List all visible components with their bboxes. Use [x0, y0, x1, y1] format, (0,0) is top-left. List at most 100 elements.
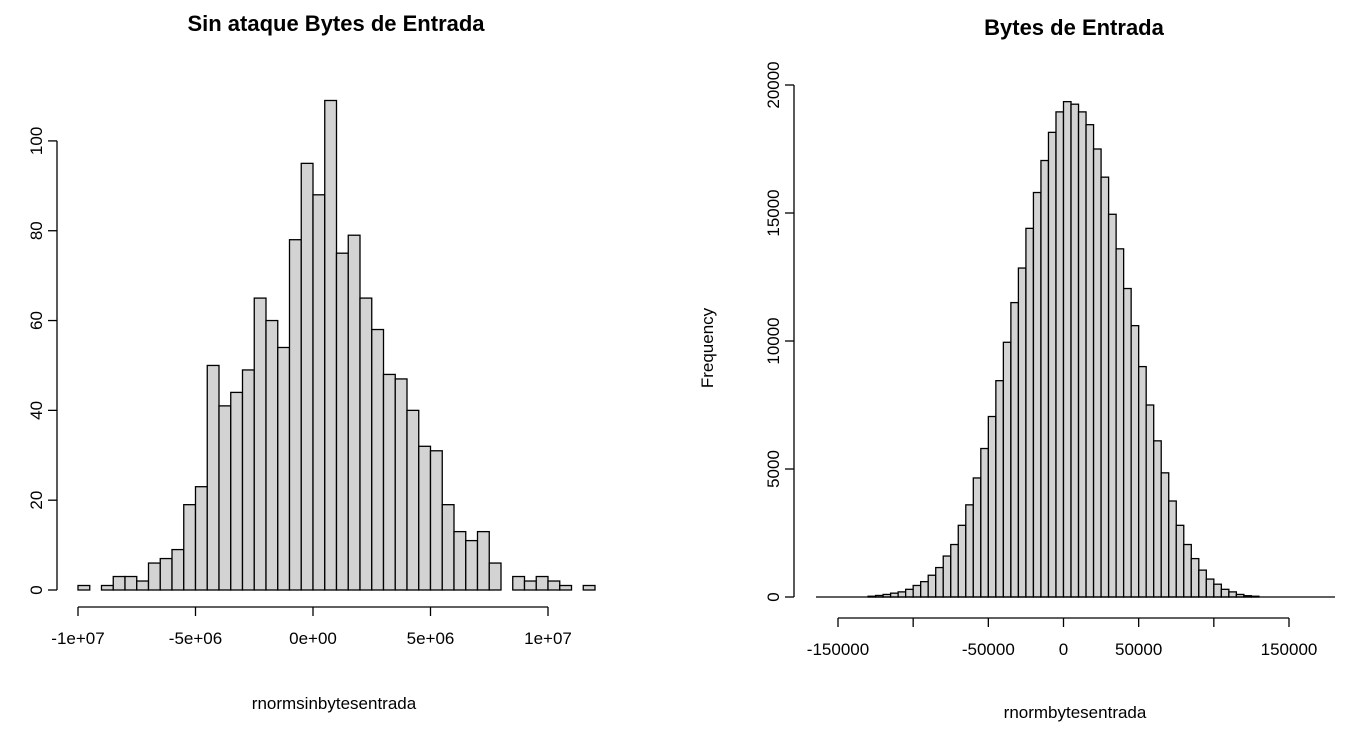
right-bar [1062, 100, 1072, 598]
left-y-tick-label: 80 [27, 221, 46, 240]
right-bar [957, 524, 967, 598]
left-y-tick-label: 40 [27, 401, 46, 420]
left-bar [124, 575, 138, 591]
left-bar [183, 504, 197, 591]
chart-left-x-label: rnormsinbytesentrada [252, 694, 417, 713]
right-bar [1047, 131, 1057, 598]
left-bar [147, 562, 161, 591]
right-bar [1017, 267, 1027, 598]
left-bar [312, 194, 326, 591]
left-bar [453, 530, 467, 591]
left-bar [441, 504, 455, 591]
left-y-tick-label: 20 [27, 491, 46, 510]
left-bar [230, 391, 244, 591]
left-bar [253, 297, 267, 591]
right-bar [1070, 103, 1080, 598]
left-bar [582, 584, 596, 591]
right-bar [1145, 404, 1155, 598]
right-bar [935, 566, 944, 598]
left-bar [488, 562, 502, 591]
right-bar [1055, 111, 1065, 598]
right-y-tick-label: 20000 [764, 61, 783, 108]
right-bar [1077, 111, 1087, 598]
right-bar [1040, 159, 1050, 598]
left-bar [359, 297, 373, 591]
right-bar [972, 477, 982, 598]
left-bar [418, 445, 432, 591]
chart-left: Sin ataque Bytes de Entrada -1e+07 -5e+06… [27, 11, 596, 713]
left-bar [206, 364, 220, 591]
left-bar [465, 539, 479, 591]
chart-right: Bytes de Entrada -150000 -50000 0 50000 1500… [698, 15, 1335, 722]
left-x-tick-label: 5e+06 [407, 629, 455, 648]
right-x-tick-label: 150000 [1261, 640, 1318, 659]
chart-right-x-label: rnormbytesentrada [1004, 703, 1147, 722]
right-bar [1100, 176, 1110, 598]
left-y-tick-label: 60 [27, 311, 46, 330]
right-bar [1228, 591, 1238, 598]
right-bar [987, 415, 997, 598]
left-bar [136, 580, 150, 591]
right-bar [1153, 440, 1162, 598]
left-bar [547, 580, 561, 591]
right-bar [1122, 287, 1132, 598]
right-bar [1220, 588, 1230, 598]
left-bar [171, 548, 185, 591]
right-bar [1190, 557, 1200, 598]
right-x-tick-label: -50000 [962, 640, 1015, 659]
left-bar [429, 450, 443, 591]
left-bar [277, 346, 291, 591]
right-bar [1205, 578, 1215, 598]
right-y-tick-label: 5000 [764, 450, 783, 488]
left-bar [347, 234, 361, 591]
right-x-tick-label: 0 [1059, 640, 1068, 659]
chart-right-y-label: Frequency [698, 307, 717, 388]
chart-right-x-axis: -150000 -50000 0 50000 150000 [807, 617, 1318, 659]
left-y-tick-label: 0 [27, 585, 46, 594]
chart-right-bars [816, 100, 1335, 598]
right-bar [1107, 213, 1117, 598]
left-bar [335, 252, 349, 591]
right-bar [965, 504, 974, 598]
left-bar [288, 239, 302, 591]
left-bar [523, 580, 537, 591]
left-x-tick-label: 0e+00 [289, 629, 337, 648]
left-bar [382, 373, 396, 591]
right-x-tick-label: 50000 [1115, 640, 1162, 659]
chart-right-title: Bytes de Entrada [984, 15, 1164, 40]
right-bar [1168, 500, 1177, 598]
right-bar [1032, 191, 1042, 598]
left-bar [394, 378, 408, 591]
left-bar [535, 575, 549, 591]
left-bar [300, 162, 314, 591]
right-bar [995, 380, 1005, 598]
right-bar [905, 588, 914, 598]
right-bar [1175, 524, 1185, 598]
chart-left-y-axis: 0 20 40 60 80 100 [27, 127, 58, 595]
right-bar [897, 591, 907, 598]
left-y-tick-label: 100 [27, 127, 46, 155]
left-x-tick-label: -5e+06 [169, 629, 222, 648]
right-bar [1025, 227, 1035, 598]
chart-left-x-axis: -1e+07 -5e+06 0e+00 5e+06 1e+07 [51, 606, 572, 648]
right-bar [1138, 365, 1147, 598]
right-bar [1010, 301, 1020, 598]
right-bar [1085, 124, 1095, 598]
right-bar [942, 555, 952, 598]
left-x-tick-label: -1e+07 [51, 629, 104, 648]
left-bar [476, 530, 490, 591]
right-y-tick-label: 0 [764, 592, 783, 601]
right-bar [927, 574, 937, 598]
right-y-tick-label: 10000 [764, 317, 783, 364]
right-bar [1092, 148, 1102, 598]
left-bar [512, 575, 526, 591]
left-bar [112, 575, 126, 591]
right-bar [950, 543, 959, 598]
right-bar [1160, 472, 1170, 598]
right-bar [912, 584, 922, 598]
left-bar [100, 584, 114, 591]
chart-left-title: Sin ataque Bytes de Entrada [187, 11, 485, 36]
right-bar [980, 447, 989, 598]
left-bar [324, 99, 338, 591]
